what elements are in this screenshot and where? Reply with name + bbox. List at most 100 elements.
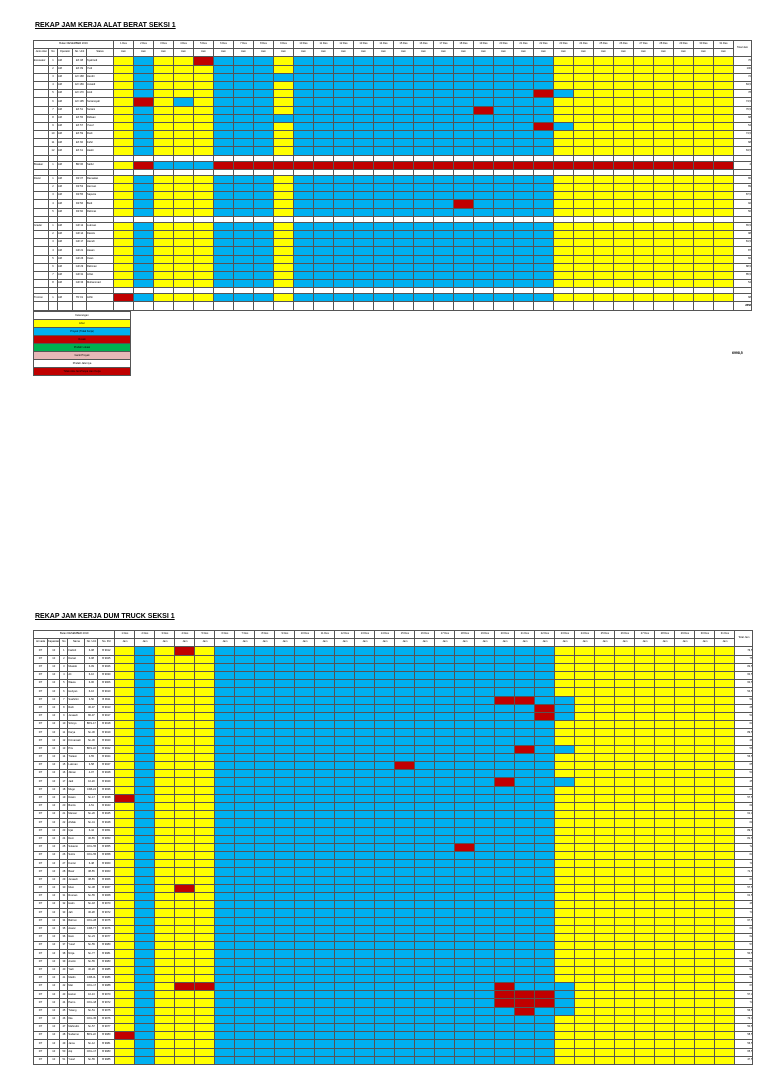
day-cell xyxy=(713,221,734,231)
day-cell xyxy=(353,270,374,281)
day-cell xyxy=(154,711,176,722)
day-cell xyxy=(274,695,296,705)
row-number: 29 xyxy=(59,875,69,885)
equipment-row: 3 AM DZ 55 Saputra 87,5 xyxy=(33,191,752,201)
day-cell xyxy=(133,270,154,281)
day-cell xyxy=(674,1055,696,1065)
day-cell xyxy=(514,810,536,820)
day-cell xyxy=(394,924,416,934)
day-cell xyxy=(594,670,616,681)
day-cell xyxy=(333,89,354,99)
driver-name: Dawin xyxy=(67,793,86,803)
day-cell xyxy=(513,246,534,256)
capacity: 10 xyxy=(46,679,61,689)
day-cell xyxy=(154,883,176,894)
day-cell xyxy=(574,728,596,738)
day-cell xyxy=(514,752,536,763)
day-cell xyxy=(433,113,454,123)
day-cell xyxy=(513,221,534,231)
day-cell xyxy=(634,859,656,869)
day-cell xyxy=(154,1022,176,1033)
day-cell xyxy=(674,891,696,902)
day-cell xyxy=(554,662,576,672)
day-cell xyxy=(194,924,216,934)
day-cell xyxy=(293,182,314,193)
day-cell xyxy=(593,238,614,248)
day-cell xyxy=(113,130,134,140)
day-cell xyxy=(534,1014,556,1025)
day-cell xyxy=(194,654,216,664)
day-cell xyxy=(434,842,456,853)
day-cell xyxy=(434,957,456,967)
day-cell xyxy=(354,720,376,730)
day-cell xyxy=(173,72,194,82)
day-cell xyxy=(594,973,616,984)
equipment-type xyxy=(33,121,49,132)
day-cell xyxy=(334,990,356,1000)
unit-header: Jam xyxy=(373,48,394,58)
day-cell xyxy=(294,982,316,992)
fleet: DT xyxy=(33,662,48,672)
day-cell xyxy=(453,191,474,201)
day-cell xyxy=(194,859,216,869)
day-cell xyxy=(314,982,336,992)
day-cell xyxy=(494,973,516,984)
unit-number: EX 57 xyxy=(72,121,87,132)
day-cell xyxy=(134,760,156,771)
day-cell xyxy=(274,1014,296,1025)
day-cell xyxy=(414,801,436,812)
operator-name: Arifin xyxy=(86,293,114,303)
day-cell xyxy=(234,769,256,779)
operator: AM xyxy=(57,293,73,303)
day-cell xyxy=(273,89,294,99)
capacity: 10 xyxy=(46,1014,61,1025)
day-cell xyxy=(614,834,636,844)
day-cell xyxy=(713,138,734,148)
day-cell xyxy=(434,859,456,869)
day-cell xyxy=(374,859,396,869)
day-cell xyxy=(233,72,254,82)
day-cell xyxy=(694,670,716,681)
day-cell xyxy=(534,801,556,812)
day-cell xyxy=(674,900,696,910)
day-cell xyxy=(374,900,396,910)
day-cell xyxy=(673,238,694,248)
day-cell xyxy=(253,229,274,240)
day-cell xyxy=(414,834,436,844)
day-cell xyxy=(634,703,656,713)
day-cell xyxy=(474,1031,496,1041)
day-cell xyxy=(214,900,236,910)
day-cell xyxy=(194,990,216,1000)
day-cell xyxy=(173,199,194,209)
day-header: 13 Des xyxy=(354,629,376,640)
day-cell xyxy=(693,262,714,272)
day-cell xyxy=(513,64,534,74)
day-header: 21 Des xyxy=(514,629,536,640)
day-cell xyxy=(454,785,476,795)
day-cell xyxy=(214,932,236,943)
day-cell xyxy=(294,842,316,853)
day-cell xyxy=(654,867,676,877)
unit-header: Jam xyxy=(674,638,696,648)
day-cell xyxy=(514,711,536,722)
day-cell xyxy=(373,254,394,264)
day-cell xyxy=(253,270,274,281)
day-cell xyxy=(634,867,656,877)
day-cell xyxy=(694,891,716,902)
unit-header: Jam xyxy=(574,638,596,648)
day-cell xyxy=(674,1047,696,1057)
day-cell xyxy=(654,891,676,902)
capacity: 10 xyxy=(46,883,61,894)
day-cell xyxy=(134,1039,156,1049)
day-cell xyxy=(354,834,376,844)
day-cell xyxy=(714,744,736,754)
day-cell xyxy=(274,875,296,885)
row-number: 9 xyxy=(59,711,69,722)
day-cell xyxy=(634,695,656,705)
day-cell xyxy=(414,1039,436,1049)
day-cell xyxy=(333,64,354,74)
day-cell xyxy=(454,859,476,869)
day-header: 7 Des xyxy=(233,39,254,50)
row-total: 54 xyxy=(734,711,754,722)
day-cell xyxy=(313,229,334,240)
